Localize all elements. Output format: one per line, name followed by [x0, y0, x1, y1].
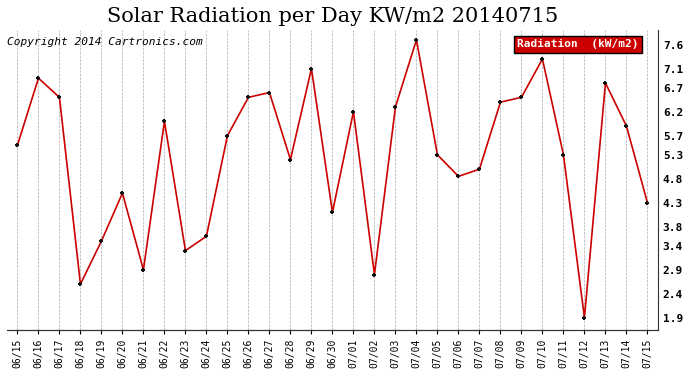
Point [54, 94, 65, 100]
Point [201, 233, 212, 239]
Point [516, 94, 527, 100]
Point [537, 56, 548, 62]
Point [285, 157, 296, 163]
Point [432, 152, 443, 158]
Point [411, 37, 422, 43]
Point [33, 75, 44, 81]
Point [495, 99, 506, 105]
Point [12, 142, 23, 148]
Point [96, 238, 107, 244]
Point [621, 123, 632, 129]
Point [180, 248, 191, 254]
Point [474, 166, 485, 172]
Point [159, 118, 170, 124]
Point [453, 173, 464, 179]
Point [369, 272, 380, 278]
Point [642, 200, 653, 206]
Point [306, 66, 317, 72]
Point [327, 209, 338, 215]
Point [579, 315, 590, 321]
Point [600, 80, 611, 86]
Title: Solar Radiation per Day KW/m2 20140715: Solar Radiation per Day KW/m2 20140715 [107, 7, 558, 26]
Point [390, 104, 401, 110]
Point [222, 133, 233, 139]
Point [264, 90, 275, 96]
Text: Copyright 2014 Cartronics.com: Copyright 2014 Cartronics.com [7, 37, 203, 47]
Point [558, 152, 569, 158]
Point [138, 267, 149, 273]
Point [117, 190, 128, 196]
Point [348, 109, 359, 115]
Text: Radiation  (kW/m2): Radiation (kW/m2) [517, 39, 638, 49]
Point [75, 281, 86, 287]
Point [243, 94, 254, 100]
